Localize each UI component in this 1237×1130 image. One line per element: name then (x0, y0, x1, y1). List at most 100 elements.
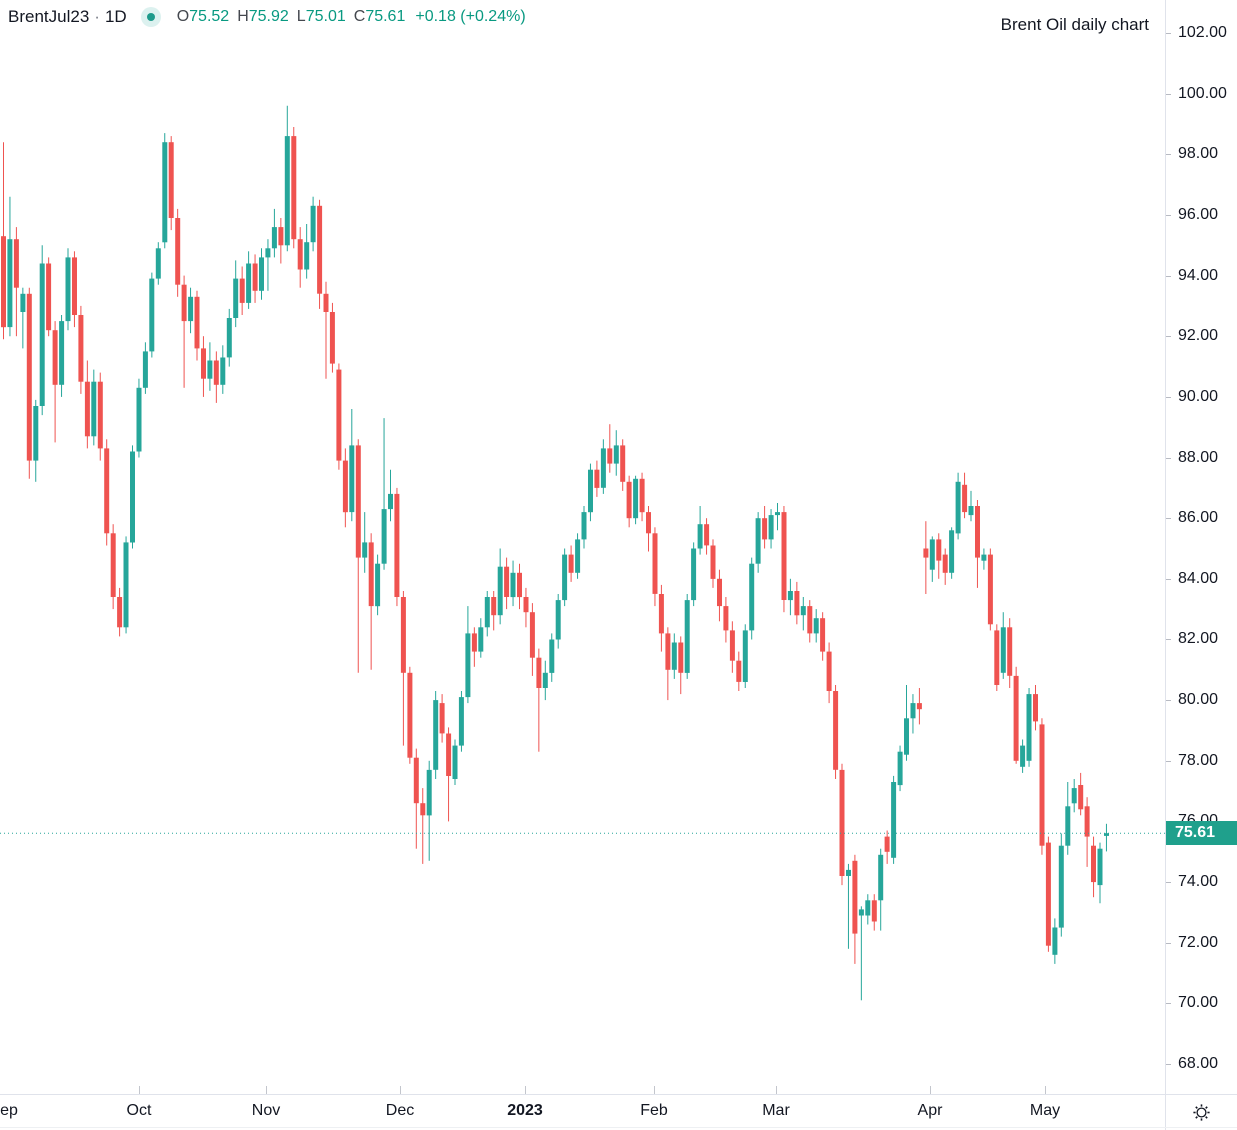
candle[interactable] (807, 600, 813, 643)
candle[interactable] (1091, 836, 1096, 898)
candle[interactable] (317, 199, 323, 309)
candle[interactable] (259, 248, 264, 300)
candle[interactable] (123, 536, 129, 634)
candle[interactable] (781, 506, 787, 613)
candle[interactable] (375, 554, 381, 616)
candle[interactable] (852, 854, 858, 964)
candle[interactable] (910, 694, 916, 734)
candle[interactable] (1078, 772, 1084, 816)
candle[interactable] (110, 524, 116, 610)
candle[interactable] (658, 584, 664, 652)
candle[interactable] (329, 302, 335, 373)
symbol-name[interactable]: BrentJul23 (8, 7, 90, 26)
candle[interactable] (916, 688, 922, 725)
candle[interactable] (1007, 618, 1013, 688)
candle[interactable] (168, 136, 174, 231)
candle[interactable] (884, 830, 890, 864)
candle[interactable] (1000, 612, 1006, 679)
candle[interactable] (646, 506, 651, 552)
candle[interactable] (471, 627, 477, 667)
candle[interactable] (78, 305, 84, 394)
candle[interactable] (594, 460, 600, 497)
candle[interactable] (762, 506, 768, 549)
candle[interactable] (433, 691, 439, 779)
candle[interactable] (13, 227, 19, 337)
candle[interactable] (846, 863, 851, 949)
candle[interactable] (529, 603, 535, 676)
candle[interactable] (213, 351, 219, 403)
candle[interactable] (607, 424, 613, 473)
gear-icon[interactable] (1192, 1103, 1211, 1122)
candle[interactable] (723, 597, 729, 643)
candle[interactable] (484, 591, 490, 637)
candle[interactable] (775, 503, 780, 531)
candle[interactable] (717, 569, 722, 622)
candle[interactable] (787, 578, 793, 616)
candle[interactable] (820, 612, 826, 661)
candle[interactable] (1033, 685, 1038, 731)
candle[interactable] (878, 848, 884, 931)
candle[interactable] (323, 281, 329, 379)
candle[interactable] (613, 430, 619, 476)
candle[interactable] (439, 694, 445, 743)
candle[interactable] (142, 342, 148, 394)
candle[interactable] (575, 533, 581, 579)
candle[interactable] (362, 512, 368, 573)
candle[interactable] (1084, 797, 1090, 867)
candle[interactable] (26, 287, 32, 479)
candle[interactable] (226, 308, 232, 367)
candle[interactable] (742, 624, 748, 688)
candle[interactable] (194, 290, 200, 361)
candle[interactable] (1104, 823, 1109, 852)
candle[interactable] (639, 472, 645, 522)
candle[interactable] (394, 487, 400, 607)
candle[interactable] (923, 521, 929, 594)
candle[interactable] (207, 342, 213, 391)
candle[interactable] (1058, 833, 1064, 937)
candle[interactable] (1071, 779, 1077, 813)
candle[interactable] (1045, 836, 1051, 952)
candle[interactable] (46, 257, 52, 337)
candle[interactable] (549, 633, 555, 682)
candle[interactable] (768, 509, 774, 549)
candle[interactable] (420, 788, 426, 864)
candle[interactable] (271, 208, 277, 258)
candle[interactable] (794, 581, 800, 625)
candle[interactable] (72, 251, 77, 328)
candle[interactable] (665, 627, 671, 701)
candle[interactable] (839, 763, 845, 886)
candle[interactable] (562, 548, 568, 607)
candle[interactable] (458, 691, 464, 752)
candle[interactable] (504, 557, 510, 610)
candle[interactable] (188, 287, 194, 334)
candle[interactable] (426, 760, 432, 861)
candle[interactable] (310, 196, 316, 252)
candle[interactable] (620, 439, 626, 491)
candle[interactable] (407, 666, 413, 764)
candle[interactable] (949, 527, 955, 579)
candle[interactable] (536, 648, 542, 752)
candle[interactable] (904, 685, 909, 761)
candle[interactable] (600, 439, 606, 494)
candle[interactable] (368, 533, 374, 670)
price-chart-canvas[interactable] (0, 0, 1165, 1094)
candle[interactable] (755, 512, 761, 573)
candle[interactable] (710, 539, 716, 588)
candle[interactable] (555, 594, 561, 649)
candle[interactable] (497, 548, 503, 625)
candle[interactable] (136, 378, 142, 458)
candle[interactable] (955, 472, 961, 540)
candle[interactable] (355, 439, 361, 673)
candle[interactable] (994, 624, 1000, 691)
candle[interactable] (181, 275, 187, 388)
candle[interactable] (568, 545, 574, 582)
time-axis[interactable]: ep Oct Nov Dec 2023 Feb Mar Apr May (0, 1086, 1165, 1130)
candle[interactable] (891, 775, 897, 864)
candle[interactable] (39, 245, 45, 416)
candle[interactable] (265, 239, 271, 291)
candle[interactable] (671, 633, 677, 679)
candle[interactable] (678, 636, 684, 695)
candle[interactable] (304, 224, 310, 279)
candle[interactable] (400, 591, 406, 746)
candle[interactable] (729, 621, 735, 673)
